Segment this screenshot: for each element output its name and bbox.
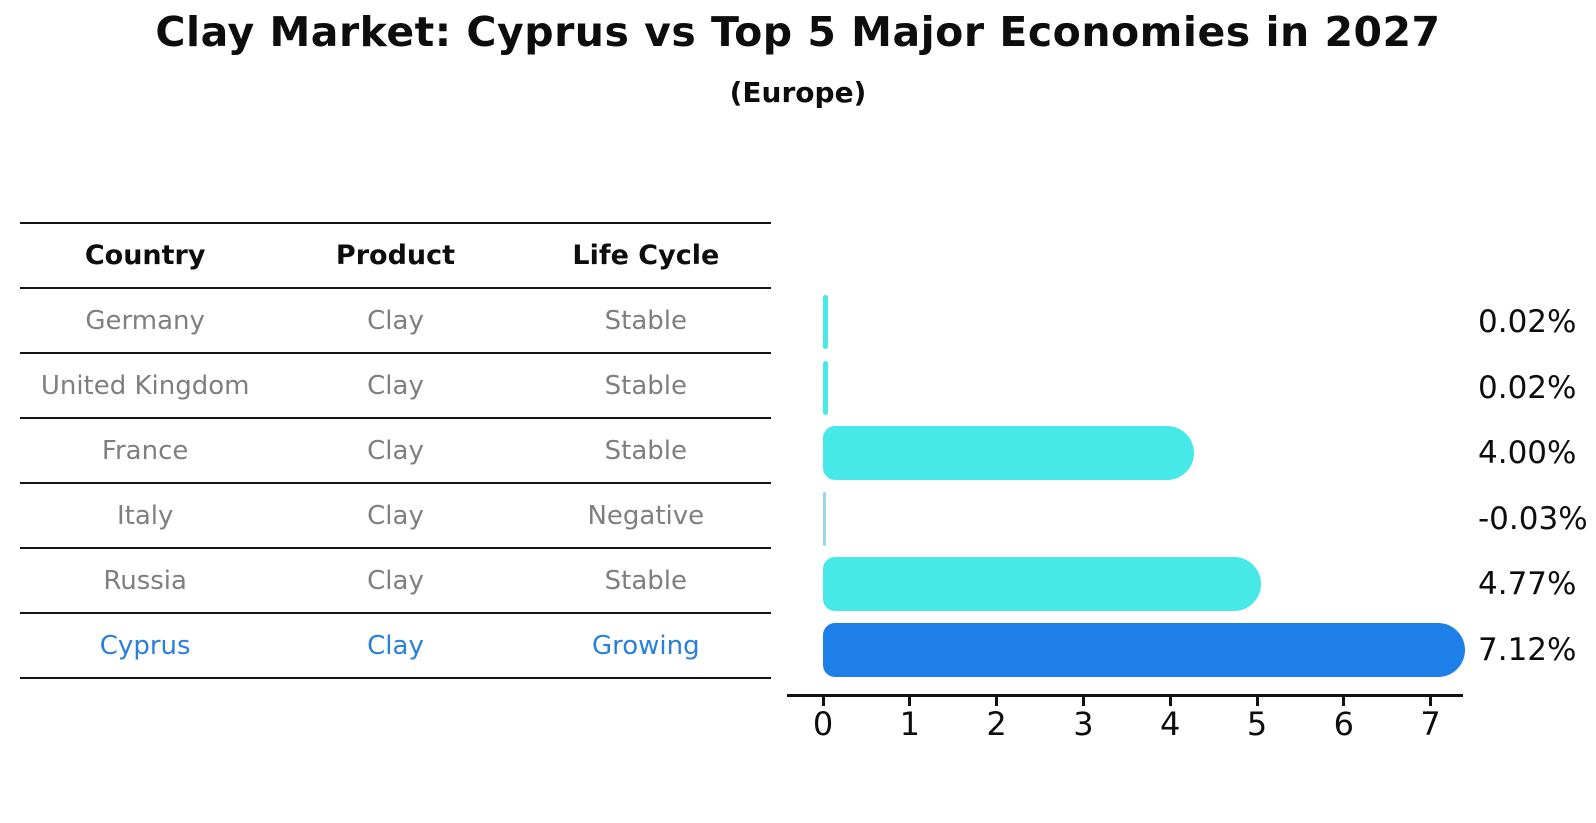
chart-subtitle: (Europe): [729, 76, 867, 109]
x-tick-label: 5: [1246, 705, 1268, 743]
x-tick-label: 7: [1420, 705, 1441, 743]
bar-italy: [823, 492, 826, 546]
cell-product: Clay: [367, 370, 424, 401]
column-header-life-cycle: Life Cycle: [572, 240, 720, 271]
x-tick-mark: [995, 697, 999, 706]
table-row-russia: Russia Clay Stable: [20, 549, 771, 614]
cell-country: Cyprus: [99, 630, 191, 661]
x-tick-label: 3: [1073, 705, 1094, 743]
cell-life-cycle: Stable: [604, 370, 687, 401]
column-header-country: Country: [84, 240, 206, 271]
bar-france: [823, 426, 1194, 480]
value-label-cyprus: 7.12%: [1478, 632, 1577, 668]
cell-life-cycle: Stable: [604, 305, 687, 336]
table-row-italy: Italy Clay Negative: [20, 484, 771, 549]
x-tick-mark: [908, 697, 912, 706]
cell-life-cycle: Negative: [587, 500, 705, 531]
value-label-united-kingdom: 0.02%: [1478, 370, 1577, 406]
x-tick-mark: [1168, 697, 1172, 706]
table-row-cyprus: Cyprus Clay Growing: [20, 614, 771, 679]
x-tick-mark: [1429, 697, 1433, 706]
table-header-row: Country Product Life Cycle: [20, 224, 771, 289]
x-axis-line: [787, 694, 1463, 697]
cell-life-cycle: Growing: [591, 630, 700, 661]
cell-product: Clay: [367, 565, 424, 596]
cell-country: Italy: [116, 500, 174, 531]
bar-united-kingdom: [823, 361, 828, 415]
bar-germany: [823, 295, 828, 349]
cell-country: France: [101, 435, 189, 466]
x-tick-mark: [1081, 697, 1085, 706]
cell-country: United Kingdom: [40, 370, 250, 401]
cell-country: Russia: [103, 565, 187, 596]
bar-russia: [823, 557, 1261, 611]
country-table: Country Product Life Cycle Germany Clay St…: [20, 222, 771, 679]
cell-life-cycle: Stable: [604, 435, 687, 466]
table-row-germany: Germany Clay Stable: [20, 289, 771, 354]
value-label-germany: 0.02%: [1478, 304, 1577, 340]
cell-product: Clay: [367, 500, 424, 531]
x-tick-label: 4: [1160, 705, 1181, 743]
x-tick-mark: [1255, 697, 1259, 706]
value-label-france: 4.00%: [1478, 435, 1577, 471]
bar-cyprus: [823, 623, 1465, 677]
x-tick-label: 2: [986, 705, 1007, 743]
x-tick-mark: [821, 697, 825, 706]
cell-product: Clay: [367, 630, 424, 661]
chart-title: Clay Market: Cyprus vs Top 5 Major Econo…: [155, 8, 1441, 56]
x-tick-label: 6: [1333, 705, 1354, 743]
value-label-russia: 4.77%: [1478, 566, 1577, 602]
table-row-france: France Clay Stable: [20, 419, 771, 484]
table-row-united-kingdom: United Kingdom Clay Stable: [20, 354, 771, 419]
column-header-product: Product: [335, 240, 456, 271]
x-tick-label: 1: [899, 705, 920, 743]
cell-product: Clay: [367, 305, 424, 336]
table-body: Germany Clay Stable United Kingdom Clay Stabl…: [20, 289, 771, 679]
x-tick-label: 0: [812, 705, 834, 743]
value-label-italy: -0.03%: [1478, 501, 1588, 537]
cell-life-cycle: Stable: [604, 565, 687, 596]
cell-product: Clay: [367, 435, 424, 466]
x-tick-mark: [1342, 697, 1346, 706]
cell-country: Germany: [85, 305, 205, 336]
